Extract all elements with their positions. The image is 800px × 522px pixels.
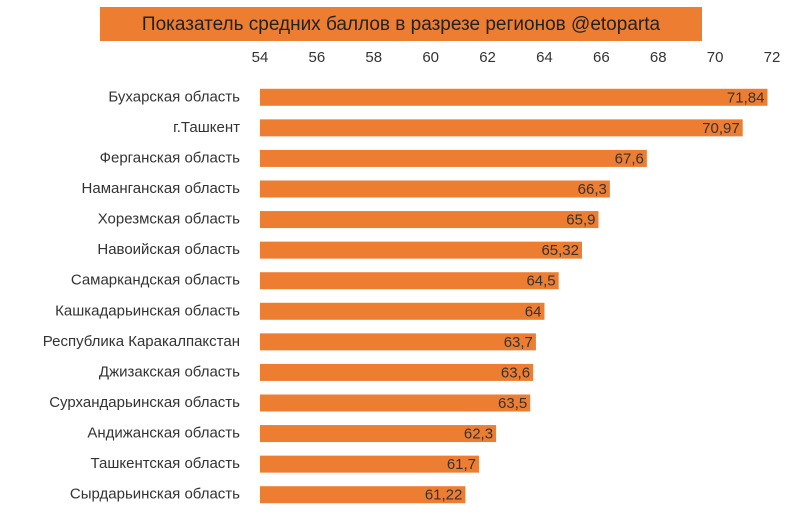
value-label: 71,84 — [727, 89, 765, 106]
bar — [260, 333, 536, 351]
value-label: 65,9 — [566, 212, 595, 229]
value-label: 63,6 — [501, 364, 530, 381]
bar — [260, 394, 531, 412]
x-tick-label: 60 — [422, 49, 439, 66]
x-tick-label: 64 — [536, 49, 553, 66]
y-tick-label: Самаркандская область — [71, 272, 240, 289]
bar — [260, 272, 559, 290]
bar — [260, 455, 480, 473]
value-label: 63,7 — [504, 334, 533, 351]
bar — [260, 211, 599, 229]
bar — [260, 88, 768, 106]
bar — [260, 363, 534, 381]
value-label: 64 — [525, 303, 542, 320]
x-tick-label: 54 — [252, 49, 269, 66]
y-tick-label: Ферганская область — [100, 149, 241, 166]
bar — [260, 425, 497, 443]
bar — [260, 302, 545, 320]
y-tick-label: Хорезмская область — [98, 211, 240, 228]
bar — [260, 241, 582, 259]
y-tick-label: Кашкадарьинская область — [55, 302, 240, 319]
value-label: 62,3 — [464, 426, 493, 443]
x-tick-label: 58 — [365, 49, 382, 66]
y-tick-label: Сырдарьинская область — [70, 486, 240, 503]
bar — [260, 180, 610, 198]
x-tick-label: 72 — [764, 49, 781, 66]
value-label: 63,5 — [498, 395, 527, 412]
value-label: 65,32 — [541, 242, 579, 259]
x-tick-label: 68 — [650, 49, 667, 66]
x-tick-label: 70 — [707, 49, 724, 66]
y-tick-label: Навоийская область — [97, 241, 240, 258]
value-label: 70,97 — [702, 120, 740, 137]
y-tick-label: Республика Каракалпакстан — [43, 333, 240, 350]
x-tick-label: 66 — [593, 49, 610, 66]
value-label: 67,6 — [615, 150, 644, 167]
value-label: 61,7 — [447, 456, 476, 473]
y-tick-label: Бухарская область — [108, 88, 240, 105]
title-box — [100, 7, 702, 41]
y-tick-label: Джизакская область — [99, 363, 240, 380]
y-tick-label: Сурхандарьинская область — [49, 394, 240, 411]
y-tick-label: Андижанская область — [87, 425, 240, 442]
value-label: 66,3 — [578, 181, 607, 198]
chart-title: Показатель средних баллов в разрезе реги… — [142, 14, 661, 35]
x-tick-label: 56 — [309, 49, 326, 66]
y-tick-label: Ташкентская область — [91, 455, 241, 472]
bar — [260, 486, 466, 504]
bar — [260, 119, 743, 137]
value-label: 61,22 — [425, 487, 463, 504]
bar — [260, 149, 647, 167]
y-tick-label: г.Ташкент — [173, 119, 240, 136]
x-tick-label: 62 — [479, 49, 496, 66]
y-tick-label: Наманганская область — [82, 180, 241, 197]
value-label: 64,5 — [526, 273, 555, 290]
